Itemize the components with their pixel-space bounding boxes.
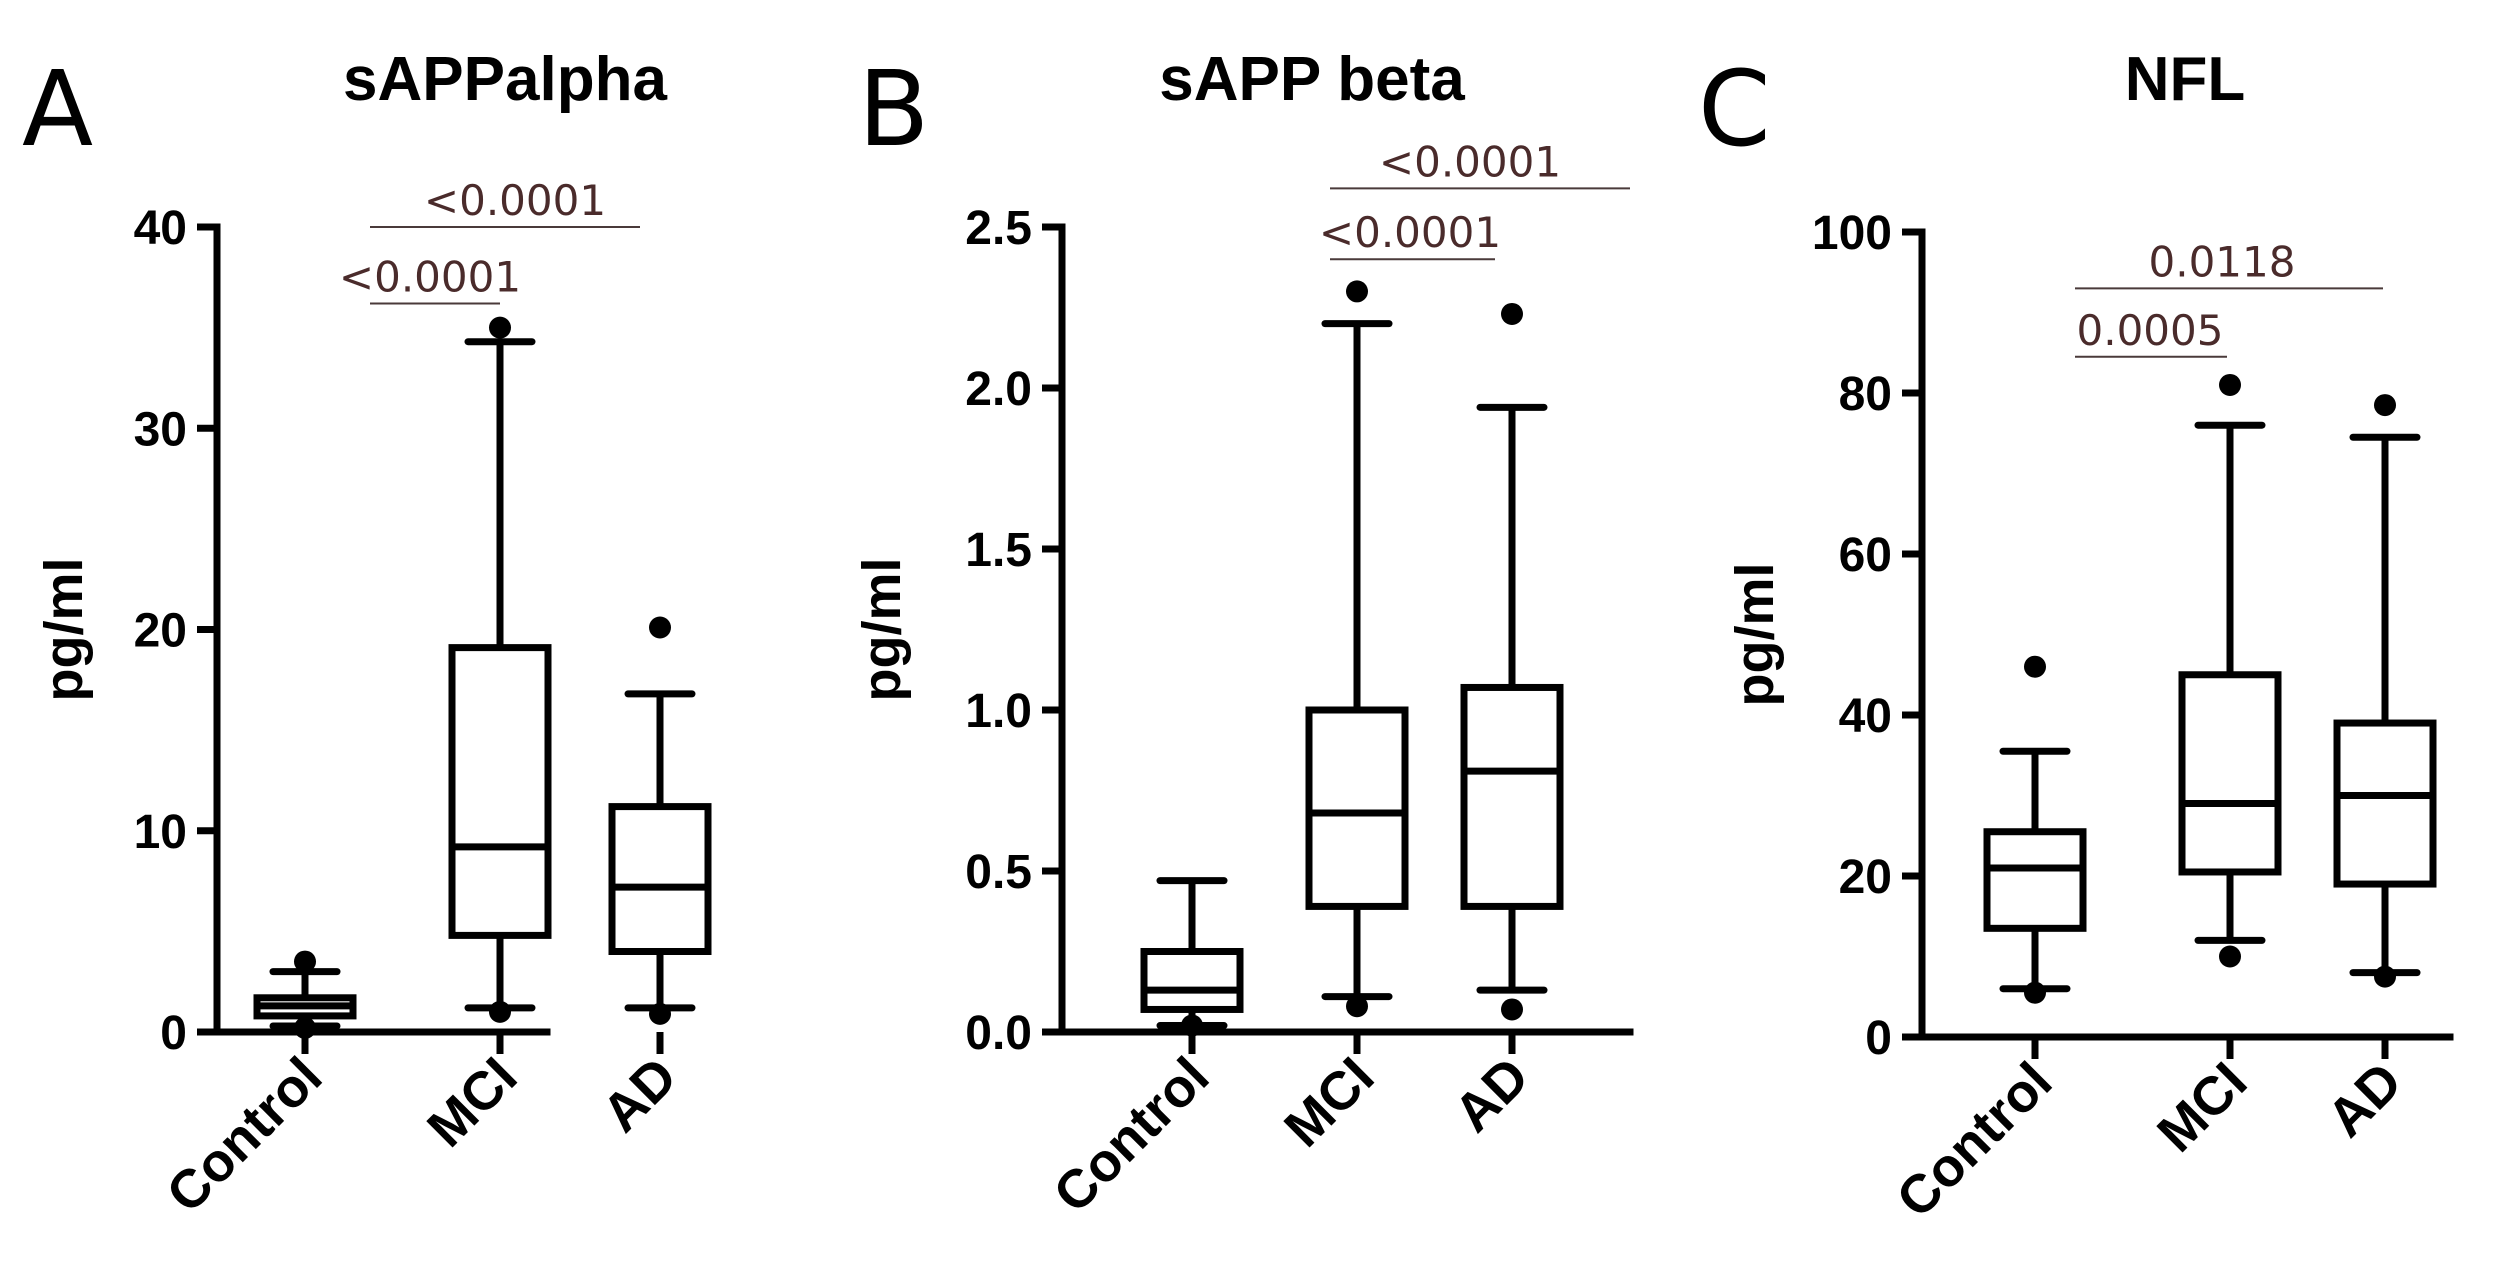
y-tick-label: 1.5 [965, 524, 1032, 577]
panel-title: NFL [2125, 45, 2246, 114]
y-tick-label: 2.5 [965, 202, 1032, 255]
outlier-point [1501, 998, 1523, 1021]
iqr-box [2178, 671, 2282, 876]
iqr-box [608, 803, 712, 955]
y-tick-label: 0 [160, 1007, 187, 1060]
y-tick-label: 0.0 [965, 1007, 1032, 1060]
y-tick-label: 40 [1839, 690, 1892, 743]
significance-label: <0.0001 [1319, 208, 1501, 257]
outlier-point [2219, 945, 2241, 968]
significance-label: 0.0118 [2149, 237, 2296, 286]
outlier-point [294, 950, 316, 973]
box-mci [448, 316, 552, 1023]
outlier-point [294, 1016, 316, 1039]
y-tick-label: 100 [1812, 207, 1892, 260]
y-tick-label: 20 [134, 605, 187, 658]
x-tick-label-mci: MCI [2146, 1051, 2258, 1163]
box-ad [2333, 394, 2437, 988]
outlier-point [1346, 280, 1368, 303]
iqr-box [2333, 719, 2437, 888]
panel-letter: A [22, 48, 93, 170]
iqr-box [448, 644, 552, 939]
outlier-point [2374, 965, 2396, 988]
y-tick-label: 0.5 [965, 846, 1032, 899]
x-tick-label-control: Control [1885, 1051, 2063, 1229]
outlier-point [649, 616, 671, 639]
outlier-point [649, 1002, 671, 1025]
outlier-point [2024, 655, 2046, 678]
box-control [253, 950, 357, 1039]
x-tick-label-control: Control [1042, 1046, 1220, 1224]
outlier-point [489, 1000, 511, 1023]
significance-label: 0.0005 [2077, 306, 2224, 355]
y-tick-label: 20 [1839, 851, 1892, 904]
iqr-box [1140, 948, 1244, 1013]
significance-label: <0.0001 [1379, 137, 1561, 186]
y-tick-label: 0 [1865, 1012, 1892, 1065]
panel-title: sAPPalpha [343, 45, 667, 114]
y-tick-label: 10 [134, 806, 187, 859]
x-tick-label-ad: AD [2316, 1051, 2414, 1149]
box-mci [1305, 280, 1409, 1018]
x-tick-label-mci: MCI [1273, 1046, 1385, 1158]
outlier-point [1501, 302, 1523, 325]
y-axis-label: pg/ml [34, 558, 94, 702]
box-ad [608, 616, 712, 1025]
iqr-box [1460, 683, 1564, 910]
outlier-point [489, 316, 511, 339]
significance-label: <0.0001 [424, 176, 606, 225]
y-tick-label: 60 [1839, 529, 1892, 582]
x-tick-label-control: Control [155, 1046, 333, 1224]
y-tick-label: 1.0 [965, 685, 1032, 738]
y-axis-label: pg/ml [1725, 563, 1785, 707]
outlier-point [2374, 394, 2396, 417]
x-tick-label-ad: AD [591, 1046, 689, 1144]
iqr-box [1305, 706, 1409, 910]
x-tick-label-mci: MCI [416, 1046, 528, 1158]
outlier-point [2024, 981, 2046, 1004]
y-axis-label: pg/ml [852, 558, 912, 702]
panel-c: C NFL 0 20 40 60 80 100 pg/ml Control MCI AD 0.0005 0… [1698, 45, 2454, 1229]
y-tick-label: 2.0 [965, 363, 1032, 416]
panel-letter: B [858, 48, 929, 170]
y-tick-label: 80 [1839, 368, 1892, 421]
box-mci [2178, 373, 2282, 968]
box-control [1983, 655, 2087, 1004]
outlier-point [2219, 373, 2241, 396]
outlier-point [1181, 1014, 1203, 1037]
panel-letter: C [1698, 48, 1771, 170]
y-tick-label: 40 [134, 202, 187, 255]
box-ad [1460, 302, 1564, 1021]
outlier-point [1346, 995, 1368, 1018]
box-control [1140, 877, 1244, 1037]
iqr-box [1983, 828, 2087, 932]
significance-label: <0.0001 [339, 252, 521, 301]
x-tick-label-ad: AD [1443, 1046, 1541, 1144]
panel-title: sAPP beta [1159, 45, 1465, 114]
y-tick-label: 30 [134, 403, 187, 456]
